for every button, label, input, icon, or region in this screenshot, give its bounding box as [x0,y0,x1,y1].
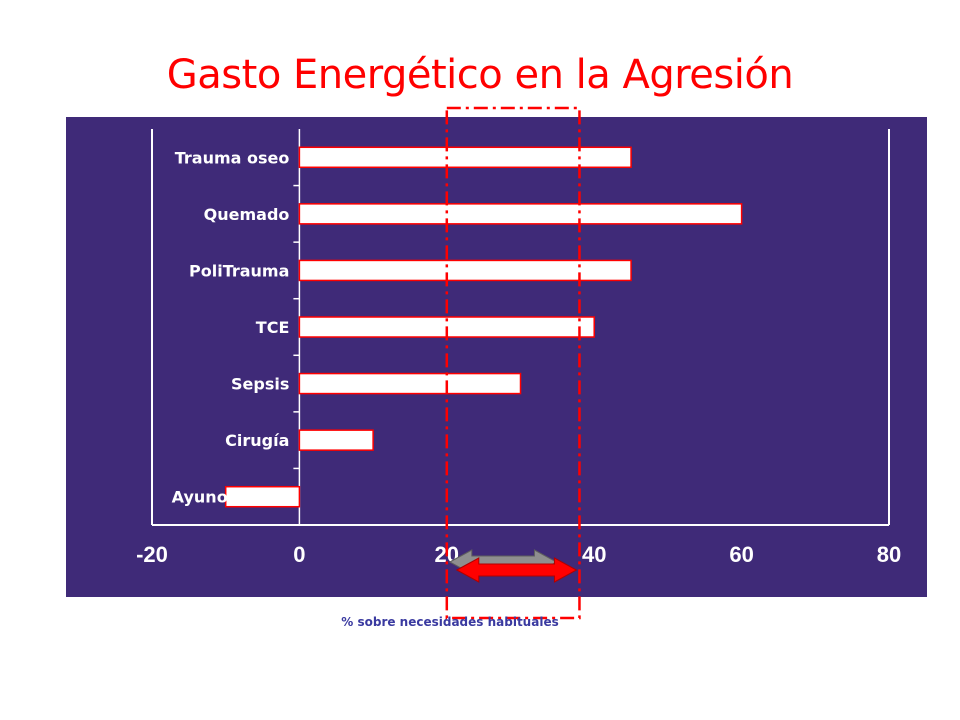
category-label: Ayuno [172,488,228,507]
chart-title: Gasto Energético en la Agresión [166,52,794,98]
bar [224,485,301,508]
x-tick-label: 60 [729,542,753,567]
category-label: Trauma oseo [175,148,290,167]
bar [298,372,522,395]
bar [298,203,743,225]
category-label: PoliTrauma [189,261,289,280]
x-tick-label: 80 [877,542,901,567]
bar [298,429,374,451]
x-tick-label: 40 [582,542,606,567]
category-label: TCE [256,318,290,337]
category-label: Sepsis [231,375,289,394]
bar [298,146,632,169]
bar [298,316,595,338]
bar-chart: -20 0 20 40 60 80 Trauma oseo Quemado PoliTrauma… [136,129,901,567]
category-label: Quemado [204,205,290,224]
category-label: Cirugía [225,431,289,450]
x-axis-label: % sobre necesidades habituales [341,615,559,629]
x-tick-label: 20 [435,542,459,567]
x-tick-label: 0 [293,542,305,567]
bar [298,259,632,282]
x-tick-label: -20 [136,542,168,567]
chart-panel: -20 0 20 40 60 80 Trauma oseo Quemado PoliTrauma… [66,117,927,597]
